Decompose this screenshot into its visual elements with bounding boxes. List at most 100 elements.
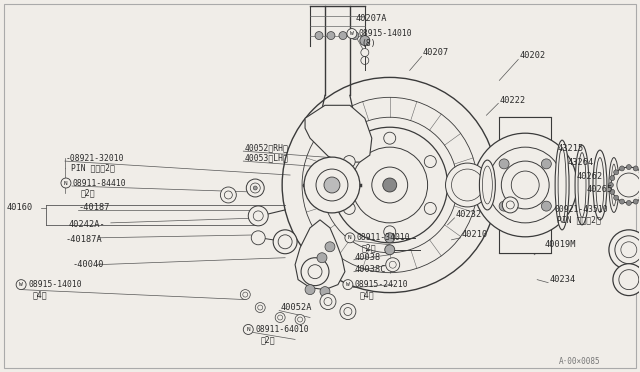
Circle shape xyxy=(275,312,285,323)
Text: 08911-34010: 08911-34010 xyxy=(357,233,410,242)
Circle shape xyxy=(633,199,638,204)
Circle shape xyxy=(343,280,353,290)
Circle shape xyxy=(499,201,509,211)
Circle shape xyxy=(451,169,483,201)
Circle shape xyxy=(614,195,619,200)
Circle shape xyxy=(324,177,340,193)
Text: 08911-64010: 08911-64010 xyxy=(255,325,309,334)
Text: 40038C: 40038C xyxy=(355,265,387,274)
Circle shape xyxy=(474,133,577,237)
Text: A·00×0085: A·00×0085 xyxy=(559,357,601,366)
Circle shape xyxy=(273,230,297,254)
Circle shape xyxy=(240,290,250,299)
Text: （2）: （2） xyxy=(81,189,95,198)
Text: （4）: （4） xyxy=(360,290,374,299)
Circle shape xyxy=(424,202,436,214)
Text: 40202: 40202 xyxy=(519,51,545,60)
Circle shape xyxy=(609,183,613,187)
Ellipse shape xyxy=(575,145,589,225)
Ellipse shape xyxy=(479,160,495,210)
Circle shape xyxy=(340,304,356,320)
Text: N: N xyxy=(348,235,352,240)
Circle shape xyxy=(253,186,257,190)
Circle shape xyxy=(617,173,640,197)
Text: 43215: 43215 xyxy=(557,144,584,153)
Circle shape xyxy=(327,32,335,39)
Circle shape xyxy=(511,171,539,199)
Circle shape xyxy=(385,233,395,243)
Circle shape xyxy=(339,32,347,39)
Circle shape xyxy=(614,170,619,175)
Text: 08915-24210: 08915-24210 xyxy=(355,280,408,289)
Circle shape xyxy=(248,206,268,226)
Circle shape xyxy=(343,155,355,167)
Circle shape xyxy=(315,32,323,39)
Text: 08911-84410: 08911-84410 xyxy=(73,179,127,187)
Circle shape xyxy=(304,157,360,213)
Ellipse shape xyxy=(558,148,566,222)
Text: -40187A: -40187A xyxy=(66,235,102,244)
Text: PIN ピン＜2＞: PIN ピン＜2＞ xyxy=(71,164,115,173)
Text: 40052A: 40052A xyxy=(280,303,312,312)
Ellipse shape xyxy=(483,166,492,204)
Text: 40210: 40210 xyxy=(461,230,488,239)
Ellipse shape xyxy=(609,158,619,212)
Text: 40038: 40038 xyxy=(355,253,381,262)
Circle shape xyxy=(610,176,615,181)
Circle shape xyxy=(627,164,631,170)
Circle shape xyxy=(320,286,330,296)
Text: 40160: 40160 xyxy=(6,203,33,212)
Circle shape xyxy=(220,187,236,203)
Circle shape xyxy=(499,159,509,169)
Circle shape xyxy=(347,29,357,39)
Text: 40207: 40207 xyxy=(422,48,449,57)
Ellipse shape xyxy=(555,140,569,230)
Circle shape xyxy=(243,324,253,334)
Text: 40262: 40262 xyxy=(577,171,604,180)
Text: N: N xyxy=(64,180,68,186)
Circle shape xyxy=(501,161,549,209)
Circle shape xyxy=(320,294,336,310)
Ellipse shape xyxy=(578,153,586,217)
Circle shape xyxy=(383,178,397,192)
Text: 40053（LH）: 40053（LH） xyxy=(244,154,288,163)
Circle shape xyxy=(627,201,631,205)
Text: 40207A: 40207A xyxy=(356,14,387,23)
Text: （4）: （4） xyxy=(33,290,48,299)
Circle shape xyxy=(424,155,436,167)
Circle shape xyxy=(61,178,71,188)
Circle shape xyxy=(639,195,640,200)
Circle shape xyxy=(541,201,551,211)
Circle shape xyxy=(317,253,327,263)
Ellipse shape xyxy=(596,158,604,212)
Circle shape xyxy=(305,285,315,295)
Text: 40265: 40265 xyxy=(587,186,613,195)
Circle shape xyxy=(621,242,637,258)
Circle shape xyxy=(639,170,640,175)
Text: （2）: （2） xyxy=(260,335,275,344)
Text: 40234: 40234 xyxy=(549,275,575,284)
Text: 40052（RH）: 40052（RH） xyxy=(244,144,288,153)
Circle shape xyxy=(502,197,518,213)
Text: 43264: 43264 xyxy=(567,158,593,167)
Text: （2）: （2） xyxy=(362,243,376,252)
Text: W: W xyxy=(19,282,23,287)
Ellipse shape xyxy=(593,150,607,220)
Text: (8): (8) xyxy=(362,39,376,48)
Circle shape xyxy=(384,226,396,238)
Polygon shape xyxy=(295,220,345,290)
Ellipse shape xyxy=(611,164,616,206)
Circle shape xyxy=(384,132,396,144)
Text: 00921-43510: 00921-43510 xyxy=(554,205,608,214)
Circle shape xyxy=(488,147,563,223)
Circle shape xyxy=(255,302,265,312)
Circle shape xyxy=(361,48,369,57)
Circle shape xyxy=(611,167,640,203)
Text: N: N xyxy=(246,327,250,332)
Text: -40040: -40040 xyxy=(73,260,104,269)
Text: 40232: 40232 xyxy=(456,211,482,219)
Circle shape xyxy=(246,179,264,197)
Circle shape xyxy=(386,258,400,272)
Circle shape xyxy=(252,231,265,245)
Circle shape xyxy=(345,233,355,243)
